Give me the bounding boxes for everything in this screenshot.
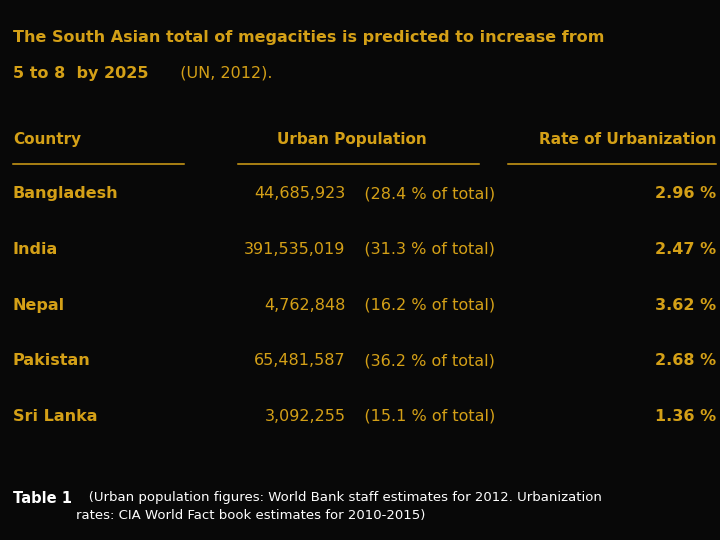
- Text: Pakistan: Pakistan: [13, 353, 91, 368]
- Text: (36.2 % of total): (36.2 % of total): [349, 353, 495, 368]
- Text: (31.3 % of total): (31.3 % of total): [349, 242, 495, 257]
- Text: Table 1: Table 1: [13, 491, 72, 507]
- Text: Nepal: Nepal: [13, 298, 65, 313]
- Text: Urban Population: Urban Population: [277, 132, 427, 147]
- Text: (15.1 % of total): (15.1 % of total): [349, 409, 495, 424]
- Text: 3,092,255: 3,092,255: [265, 409, 346, 424]
- Text: 2.68 %: 2.68 %: [655, 353, 716, 368]
- Text: 65,481,587: 65,481,587: [254, 353, 346, 368]
- Text: Sri Lanka: Sri Lanka: [13, 409, 97, 424]
- Text: 391,535,019: 391,535,019: [244, 242, 346, 257]
- Text: 3.62 %: 3.62 %: [655, 298, 716, 313]
- Text: 2.96 %: 2.96 %: [655, 186, 716, 201]
- Text: (Urban population figures: World Bank staff estimates for 2012. Urbanization
rat: (Urban population figures: World Bank st…: [76, 491, 602, 522]
- Text: 2.47 %: 2.47 %: [655, 242, 716, 257]
- Text: 1.36 %: 1.36 %: [655, 409, 716, 424]
- Text: 4,762,848: 4,762,848: [264, 298, 346, 313]
- Text: 44,685,923: 44,685,923: [254, 186, 346, 201]
- Text: (16.2 % of total): (16.2 % of total): [349, 298, 495, 313]
- Text: Rate of Urbanization: Rate of Urbanization: [539, 132, 716, 147]
- Text: (28.4 % of total): (28.4 % of total): [349, 186, 495, 201]
- Text: (UN, 2012).: (UN, 2012).: [170, 66, 272, 81]
- Text: 5 to 8  by 2025: 5 to 8 by 2025: [13, 66, 148, 81]
- Text: India: India: [13, 242, 58, 257]
- Text: The South Asian total of megacities is predicted to increase from: The South Asian total of megacities is p…: [13, 30, 604, 45]
- Text: Bangladesh: Bangladesh: [13, 186, 119, 201]
- Text: Country: Country: [13, 132, 81, 147]
